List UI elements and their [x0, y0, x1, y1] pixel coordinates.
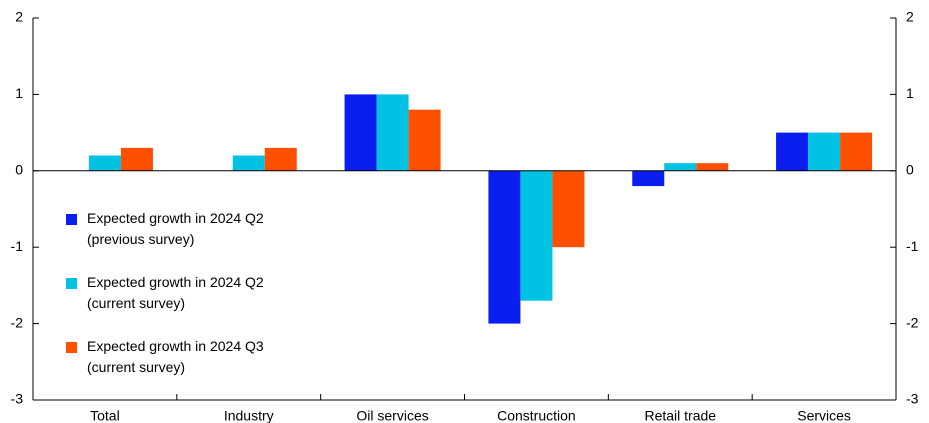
bar [120, 147, 153, 171]
bar [376, 94, 409, 171]
bar [552, 170, 585, 248]
y-tick-label: 1 [15, 85, 23, 101]
y-tick-label: -2 [11, 314, 24, 330]
bar [840, 132, 873, 171]
bar [776, 132, 809, 171]
bar [632, 170, 665, 187]
bar [488, 170, 521, 324]
bar [808, 132, 841, 171]
legend-label: Expected growth in 2024 Q2 (previous sur… [87, 210, 264, 247]
y2-tick-label: 0 [906, 162, 914, 178]
legend-swatch [66, 342, 77, 353]
x-tick-label: Construction [497, 408, 576, 423]
x-tick-label: Retail trade [644, 408, 716, 423]
y2-tick-label: 1 [906, 85, 914, 101]
bar [520, 170, 553, 301]
y-tick-label: 2 [15, 9, 23, 25]
x-tick-label: Oil services [356, 408, 428, 423]
y2-tick-label: -1 [906, 238, 919, 254]
bar [232, 155, 265, 171]
x-tick-label: Services [797, 408, 851, 423]
bar [344, 94, 377, 171]
bar [408, 109, 441, 171]
legend-label: Expected growth in 2024 Q2 (current surv… [87, 274, 264, 311]
legend-label: Expected growth in 2024 Q3 (current surv… [87, 338, 264, 375]
x-tick-label: Industry [224, 408, 274, 423]
legend-swatch [66, 278, 77, 289]
y2-tick-label: -3 [906, 391, 919, 407]
y-tick-label: 0 [15, 162, 23, 178]
bar [264, 147, 297, 171]
bar [664, 163, 697, 171]
legend-swatch [66, 214, 77, 225]
y2-tick-label: 2 [906, 9, 914, 25]
bar [696, 163, 729, 171]
bar [88, 155, 121, 171]
y2-tick-label: -2 [906, 314, 919, 330]
y-tick-label: -1 [11, 238, 24, 254]
y-tick-label: -3 [11, 391, 24, 407]
x-tick-label: Total [90, 408, 120, 423]
